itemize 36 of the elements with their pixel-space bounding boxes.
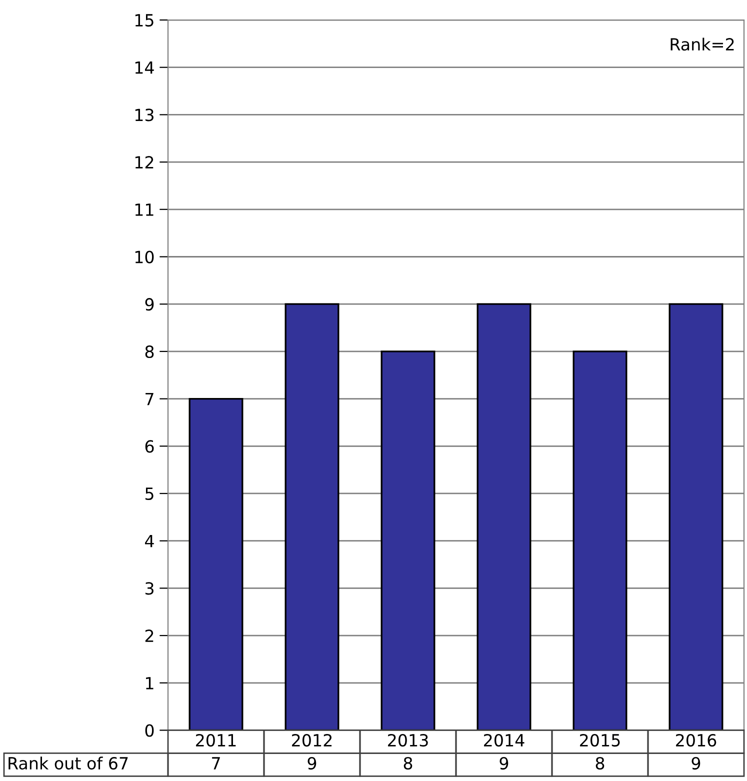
y-tick-label: 5 [145, 488, 154, 500]
x-tick-label: 2013 [388, 734, 428, 747]
data-label: 7 [212, 757, 220, 770]
y-tick-label: 3 [145, 582, 154, 595]
bar [668, 303, 724, 730]
bar [188, 398, 244, 730]
y-tick-label: 15 [135, 14, 154, 27]
x-tick-label: 2012 [292, 734, 332, 747]
y-tick-label: 6 [145, 440, 154, 453]
data-label: 9 [692, 756, 700, 770]
y-tick-label: 10 [135, 250, 154, 264]
y-tick-label: 12 [135, 156, 154, 168]
data-label: 9 [308, 756, 316, 770]
y-tick-label: 0 [145, 724, 154, 737]
x-tick-label: 2015 [580, 734, 620, 747]
y-tick-label: 1 [146, 677, 154, 690]
x-tick-label: 2011 [196, 734, 236, 747]
y-tick-label: 9 [145, 298, 154, 311]
y-tick-label: 14 [135, 62, 154, 74]
y-tick-label: 13 [135, 108, 154, 122]
bar [284, 303, 340, 730]
x-tick-label: 2016 [676, 734, 716, 747]
y-tick-label: 7 [146, 392, 154, 406]
bar [380, 350, 436, 730]
y-tick-label: 8 [145, 345, 154, 358]
data-label: 9 [500, 756, 508, 770]
y-tick-label: 4 [145, 535, 154, 548]
text: Rank out of 67 [8, 756, 128, 770]
x-tick-label: 2014 [484, 734, 524, 747]
y-tick-label: 2 [145, 630, 154, 642]
annotation: Rank=2 [670, 38, 734, 51]
data-label: 8 [596, 756, 604, 770]
y-tick-label: 11 [135, 204, 154, 216]
bar [572, 350, 628, 730]
bar [476, 303, 532, 730]
data-label: 8 [404, 756, 412, 770]
